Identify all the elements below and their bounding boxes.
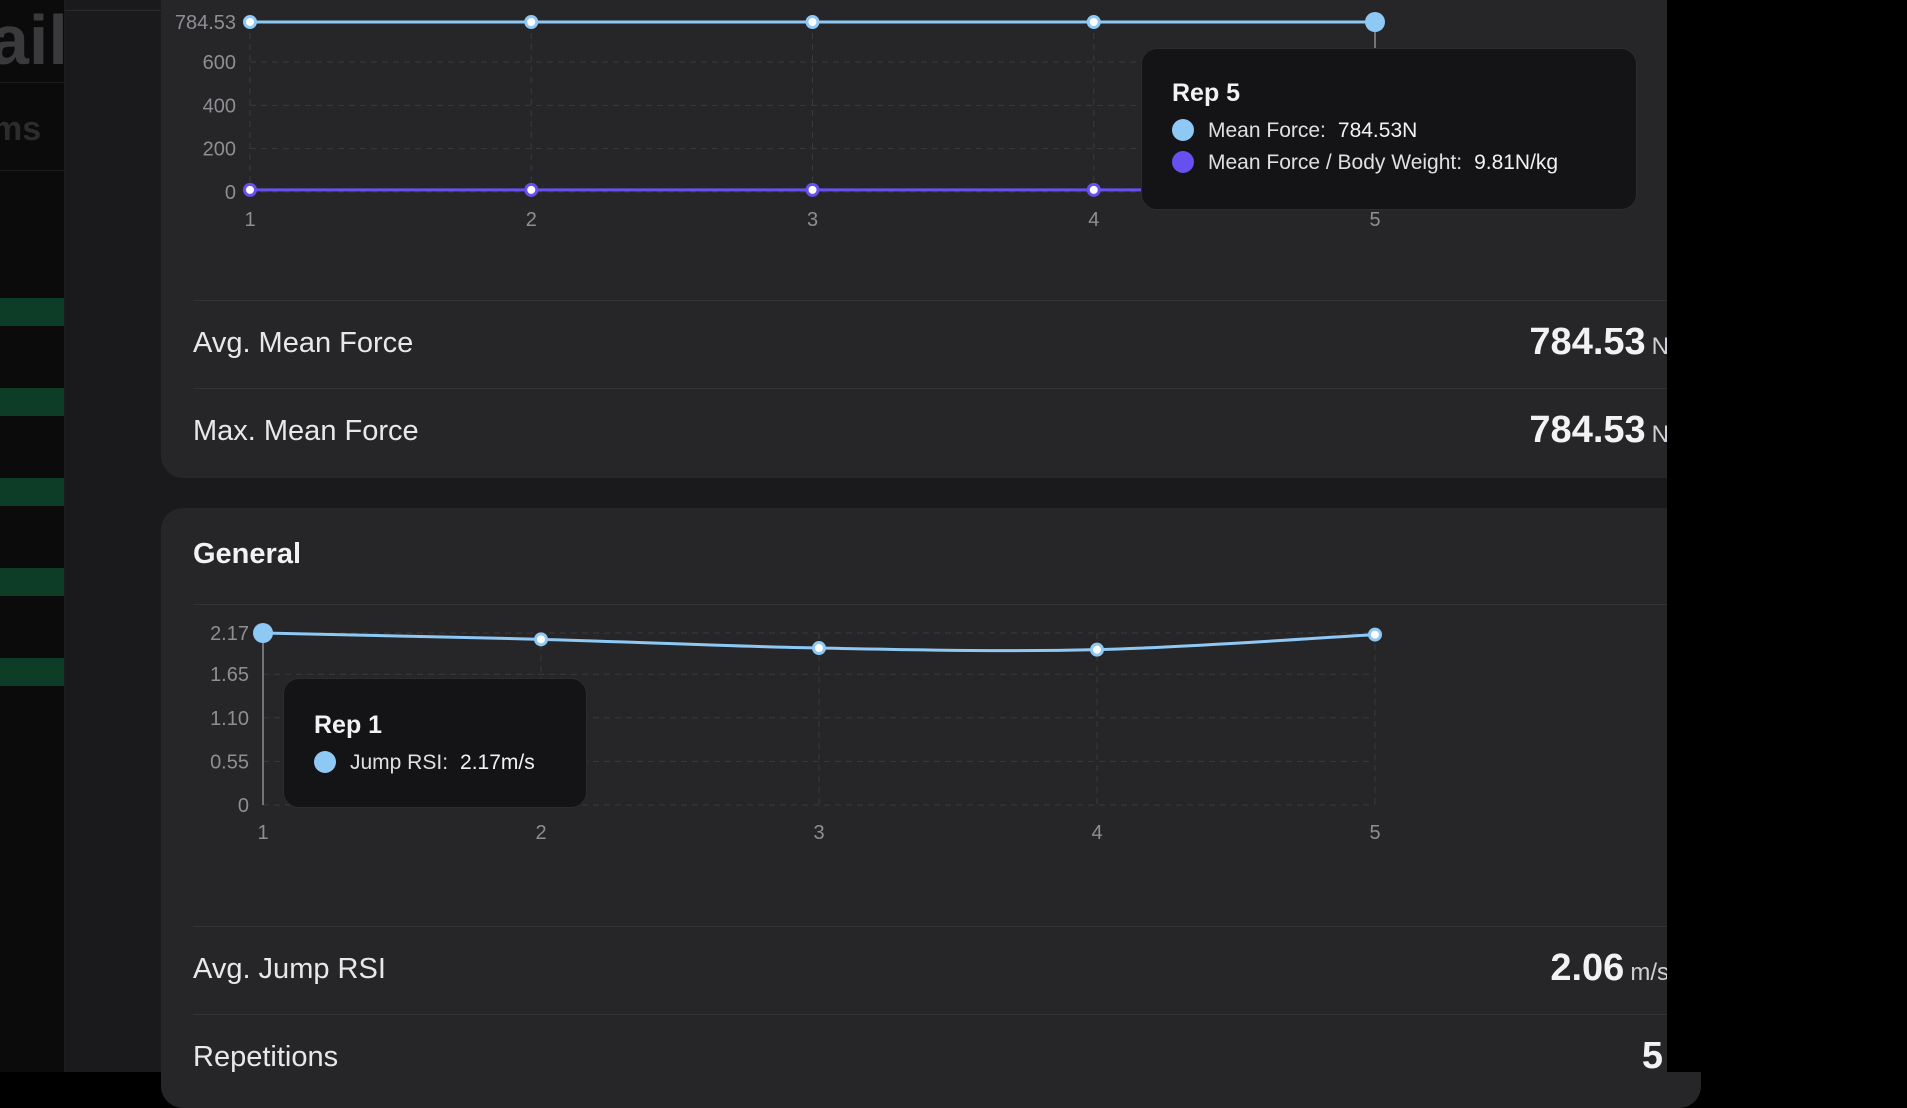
x-tick-label: 5 — [1369, 822, 1380, 844]
data-point — [805, 182, 820, 197]
stat-unit: N — [1651, 333, 1669, 360]
mean-force-card: 0 200 400 600 784.53 1 2 3 4 5 Rep 5 Mean Force: 7… — [161, 0, 1701, 478]
stat-unit: N — [1651, 421, 1669, 448]
tooltip-label: Mean Force / Body Weight: — [1208, 151, 1463, 174]
stat-row-repetitions: Repetitions 5 — [193, 1014, 1669, 1103]
data-point — [1086, 15, 1101, 29]
y-tick-label: 2.17 — [210, 623, 249, 645]
data-point — [243, 182, 257, 197]
tooltip-value: 784.53N — [1337, 119, 1418, 142]
y-tick-label: 400 — [203, 95, 236, 117]
data-point — [1086, 182, 1101, 197]
y-tick-label: 1.10 — [210, 708, 249, 730]
stat-row-avg-mean-force: Avg. Mean Force 784.53 N — [193, 300, 1669, 389]
data-point — [524, 15, 539, 29]
y-tick-label: 0 — [225, 182, 236, 204]
tooltip-row-mean-force-bw: Mean Force / Body Weight: 9.81N/kg — [1172, 151, 1558, 175]
data-point — [243, 15, 257, 29]
stat-label: Max. Mean Force — [193, 415, 419, 447]
y-tick-label: 1.65 — [210, 664, 249, 686]
stat-number: 5 — [1641, 1035, 1663, 1077]
x-tick-label: 4 — [1091, 822, 1102, 844]
data-point — [1090, 642, 1104, 657]
tooltip-row-jump-rsi: Jump RSI: 2.17m/s — [314, 751, 535, 775]
x-tick-label: 3 — [807, 209, 818, 231]
background-list-highlight — [0, 568, 64, 596]
tooltip-label: Jump RSI: — [350, 751, 449, 774]
data-point — [1368, 627, 1382, 642]
stat-row-avg-jump-rsi: Avg. Jump RSI 2.06 m/s — [193, 926, 1669, 1015]
data-point — [812, 641, 826, 656]
stat-label: Repetitions — [193, 1041, 339, 1073]
stat-number: 784.53 — [1529, 409, 1646, 451]
legend-dot — [314, 751, 336, 773]
section-title: General — [193, 538, 301, 570]
data-point — [253, 623, 273, 643]
y-tick-label: 200 — [203, 139, 236, 161]
tooltip-title: Rep 5 — [1172, 79, 1241, 107]
background-subheading-fragment: ms — [0, 110, 42, 148]
stat-label: Avg. Jump RSI — [193, 953, 386, 985]
stat-value: 784.53 N — [1529, 321, 1669, 364]
y-tick-label: 0 — [238, 795, 249, 817]
divider — [0, 82, 64, 83]
x-tick-label: 1 — [244, 209, 255, 231]
tooltip-label: Mean Force: — [1208, 119, 1326, 142]
general-card: General 0 0.55 1.10 1.65 2.17 1 2 3 4 5 Rep 1 Jum… — [161, 508, 1701, 1108]
data-point — [534, 632, 548, 647]
x-tick-label: 1 — [257, 822, 268, 844]
stat-value: 2.06 m/s — [1550, 947, 1669, 990]
legend-dot — [1172, 119, 1194, 141]
stat-number: 2.06 — [1550, 947, 1625, 989]
detail-panel[interactable]: 0 200 400 600 784.53 1 2 3 4 5 Rep 5 Mean Force: 7… — [65, 0, 1701, 1108]
chart-tooltip: Rep 1 Jump RSI: 2.17m/s — [283, 678, 587, 808]
x-tick-label: 5 — [1369, 209, 1380, 231]
x-tick-label: 4 — [1088, 209, 1099, 231]
background-heading-fragment: ail — [0, 1, 65, 79]
stat-unit: m/s — [1630, 959, 1669, 986]
jump-rsi-chart[interactable]: 0 0.55 1.10 1.65 2.17 1 2 3 4 5 — [161, 608, 1701, 948]
x-tick-label: 2 — [535, 822, 546, 844]
divider — [0, 170, 64, 171]
data-point — [524, 182, 539, 197]
data-point — [805, 15, 820, 29]
stat-value: 784.53 N — [1529, 409, 1669, 452]
background-list-highlight — [0, 658, 64, 686]
divider — [193, 604, 1669, 605]
background-sidebar: ail ms — [0, 0, 65, 1072]
background-list-highlight — [0, 388, 64, 416]
legend-dot — [1172, 151, 1194, 173]
tooltip-value: 9.81N/kg — [1474, 151, 1559, 174]
background-list-highlight — [0, 478, 64, 506]
tooltip-row-mean-force: Mean Force: 784.53N — [1172, 119, 1417, 143]
data-point — [1365, 12, 1385, 32]
y-tick-label: 600 — [203, 52, 236, 74]
x-tick-label: 3 — [813, 822, 824, 844]
tooltip-value: 2.17m/s — [460, 751, 535, 774]
stat-value: 5 — [1642, 1035, 1669, 1078]
tooltip-title: Rep 1 — [314, 711, 383, 739]
background-right — [1667, 0, 1907, 1072]
x-tick-label: 2 — [526, 209, 537, 231]
y-tick-label: 784.53 — [175, 12, 236, 34]
background-list-highlight — [0, 298, 64, 326]
chart-tooltip: Rep 5 Mean Force: 784.53N Mean Force / Bo… — [1141, 48, 1637, 210]
stat-number: 784.53 — [1529, 321, 1646, 363]
stat-row-max-mean-force: Max. Mean Force 784.53 N — [193, 388, 1669, 477]
stat-label: Avg. Mean Force — [193, 327, 414, 359]
y-tick-label: 0.55 — [210, 751, 249, 773]
